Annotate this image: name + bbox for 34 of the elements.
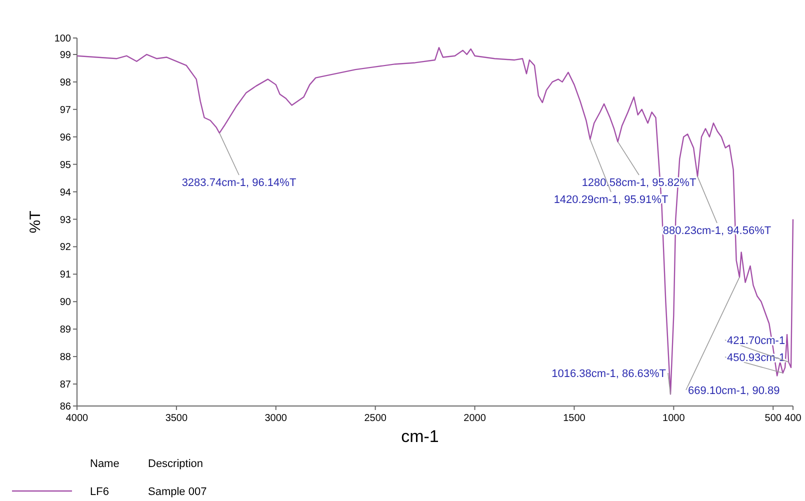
x-tick-label: 2000 bbox=[464, 413, 486, 424]
x-axis-title: cm-1 bbox=[401, 427, 439, 446]
y-tick-label: 90 bbox=[60, 297, 72, 308]
y-tick-label: 99 bbox=[60, 50, 72, 61]
legend-title: Name bbox=[90, 458, 120, 470]
y-tick-label: 87 bbox=[60, 380, 72, 391]
y-tick-label: 93 bbox=[60, 214, 72, 226]
text: Sample 007 bbox=[148, 486, 207, 498]
line-series bbox=[76, 47, 794, 395]
y-tick-label: 91 bbox=[60, 270, 72, 281]
x-tick-label: 4000 bbox=[66, 413, 89, 424]
y-tick-label: 94 bbox=[60, 187, 72, 198]
x-tick-label: 3000 bbox=[264, 413, 288, 424]
y-tick-label: 95 bbox=[60, 160, 72, 171]
y-tick-label: 96 bbox=[60, 132, 72, 144]
x-tick-label: 3500 bbox=[165, 413, 188, 424]
annotation: 1016.38cm-1, 86.63%T bbox=[552, 368, 666, 380]
y-axis-title: %T bbox=[27, 210, 44, 234]
y-tick-label: 97 bbox=[60, 104, 72, 116]
y-tick-label: 100 bbox=[54, 34, 72, 44]
y-tick-label: 89 bbox=[60, 324, 72, 336]
text: Description bbox=[148, 458, 204, 470]
x-tick-label: 2500 bbox=[364, 413, 387, 424]
y-tick-label: 92 bbox=[60, 242, 72, 254]
x-tick-label: 400 bbox=[784, 413, 802, 424]
x-tick-label: 1500 bbox=[563, 413, 586, 424]
y-tick-label: 98 bbox=[60, 77, 72, 88]
x-tick-label: 1000 bbox=[662, 413, 686, 424]
annotation: 3283.74cm-1, 96.14%T bbox=[182, 177, 296, 189]
y-tick-label: 86 bbox=[60, 402, 72, 412]
x-tick-label: 500 bbox=[764, 413, 782, 424]
text: LF6 bbox=[90, 486, 109, 498]
annotation: 669.10cm-1, 90.89 bbox=[688, 385, 780, 397]
y-tick-label: 88 bbox=[60, 352, 72, 364]
